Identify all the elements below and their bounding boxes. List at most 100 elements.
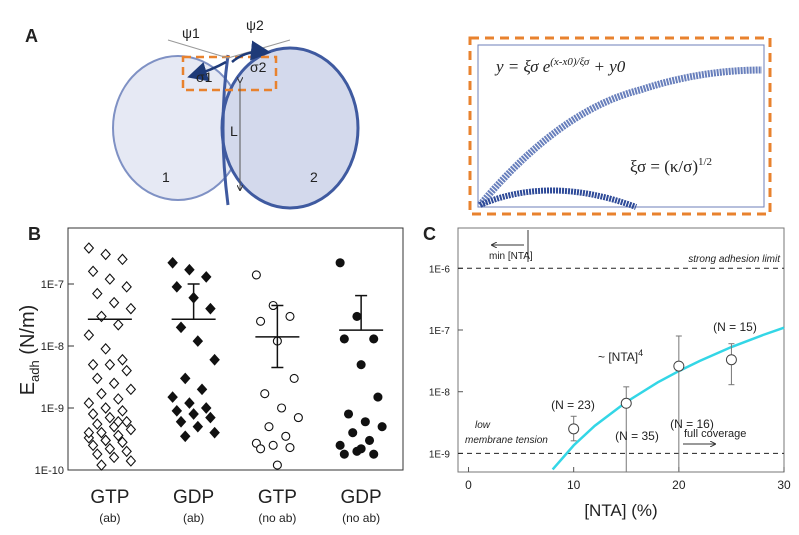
x-axis-label: [NTA] (%): [584, 501, 657, 520]
point: [87, 439, 99, 452]
x-tick-label: GDP: [173, 487, 214, 508]
plot-frame: [457, 227, 785, 473]
point: [673, 360, 685, 372]
point: [108, 296, 120, 309]
point: [100, 402, 111, 414]
cell-2: [220, 46, 360, 210]
point: [192, 420, 204, 433]
point: [200, 402, 212, 414]
point: [369, 449, 379, 459]
label-part: ~ [NTA]: [598, 350, 638, 364]
point: [113, 318, 124, 331]
label: ψ2: [246, 17, 264, 33]
annotation: membrane tension: [465, 435, 548, 446]
label: ψ1: [182, 25, 200, 41]
point: [96, 387, 107, 400]
point: [92, 448, 103, 460]
y-axis-label: Eadh (N/m): [17, 305, 42, 396]
point: [339, 449, 349, 459]
point: [620, 397, 632, 409]
zoom-box: [181, 55, 278, 92]
point: [256, 316, 266, 326]
y-tick-label: 1E-9: [41, 403, 64, 415]
tension-arrow: [187, 60, 227, 82]
point: [184, 397, 195, 409]
point: [209, 426, 220, 439]
x-tick-label: 0: [465, 478, 472, 492]
label: σ1: [196, 69, 213, 85]
point: [125, 383, 137, 396]
point: [104, 273, 116, 285]
y-tick-label: 1E-10: [35, 465, 64, 477]
x-tick-label: 20: [672, 478, 686, 492]
equation: y = ξσ e(x-x0)/ξσ + y0: [494, 56, 626, 76]
point: [179, 430, 191, 443]
panel-letter: B: [28, 224, 41, 244]
point: [117, 436, 128, 449]
point: [92, 287, 103, 300]
point: [175, 415, 187, 428]
panel-letter: C: [423, 224, 436, 244]
point: [268, 440, 278, 450]
annotation: min [NTA]: [489, 251, 533, 262]
point: [92, 418, 103, 430]
point: [113, 415, 124, 428]
point: [285, 443, 295, 453]
point: [113, 393, 124, 405]
contact-line: [221, 54, 230, 206]
label: σ2: [250, 59, 267, 75]
point: [104, 442, 116, 455]
point: [343, 409, 354, 419]
point: [121, 364, 132, 377]
point: [568, 423, 580, 435]
point: [209, 353, 220, 366]
x-tick-label: GDP: [341, 487, 382, 508]
x-tick-sublabel: (ab): [99, 511, 120, 525]
plot-frame: [67, 227, 404, 471]
point: [87, 408, 99, 420]
annotation: full coverage: [684, 428, 746, 440]
eq-part: (x-x0)/ξσ: [550, 56, 590, 68]
point: [335, 258, 345, 268]
inset-curve: [477, 66, 763, 208]
y-tick-label: 1E-7: [429, 326, 451, 337]
y-tick-label: 1E-9: [429, 449, 451, 460]
point: [87, 358, 99, 371]
point: [125, 302, 137, 315]
point: [205, 411, 216, 424]
x-tick-label: GTP: [90, 487, 129, 508]
point: [87, 265, 99, 278]
point: [83, 242, 95, 254]
x-tick-label: GTP: [258, 487, 297, 508]
point: [83, 426, 95, 439]
point: [117, 253, 128, 266]
point: [356, 360, 366, 370]
point: [104, 411, 116, 424]
x-tick-label: 30: [777, 478, 791, 492]
point: [171, 281, 183, 293]
point: [100, 434, 111, 447]
annotation: strong adhesion limit: [688, 254, 781, 265]
tangent: [167, 39, 229, 59]
point: [83, 329, 95, 341]
label-part: (N/m): [17, 305, 39, 361]
point: [289, 373, 299, 383]
point: [264, 422, 274, 432]
point: [121, 281, 132, 293]
point: [369, 334, 379, 344]
point: [108, 377, 120, 390]
label: L: [230, 123, 238, 139]
point: [293, 413, 303, 423]
point: [117, 353, 128, 366]
point: [121, 445, 132, 458]
point: [256, 444, 266, 454]
x-tick-sublabel: (no ab): [342, 511, 380, 525]
fit-label: ~ [NTA]4: [598, 348, 643, 364]
point: [167, 391, 178, 403]
point: [335, 440, 345, 450]
point: [352, 311, 362, 321]
point: [364, 435, 375, 445]
point: [184, 263, 195, 276]
point: [121, 415, 132, 428]
